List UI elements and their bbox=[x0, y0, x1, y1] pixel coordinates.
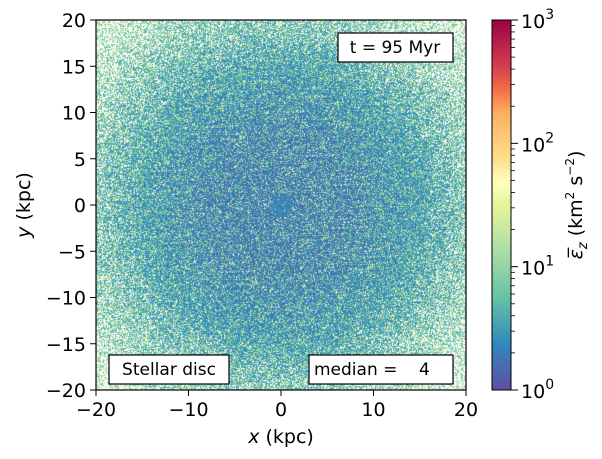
median-annotation-text: median = 4 bbox=[314, 360, 430, 380]
y-tick-label: 10 bbox=[62, 103, 86, 125]
y-tick-label: −15 bbox=[46, 334, 86, 356]
x-tick-label: 20 bbox=[454, 399, 478, 421]
x-axis-label: x (kpc) bbox=[247, 426, 314, 448]
x-tick-label: −10 bbox=[168, 399, 208, 421]
y-tick-label: −5 bbox=[58, 241, 86, 263]
time-annotation-text: t = 95 Myr bbox=[350, 38, 440, 58]
x-tick-label: 10 bbox=[361, 399, 385, 421]
heatmap-image bbox=[96, 20, 466, 390]
colorbar-tick-label: 103 bbox=[521, 7, 554, 33]
colorbar-tick-label: 100 bbox=[521, 377, 554, 403]
y-tick-label: 0 bbox=[74, 195, 86, 217]
x-tick-label: 0 bbox=[275, 399, 287, 421]
y-axis-label: y (kpc) bbox=[13, 172, 35, 239]
y-axis-ticks: 20 15 10 5 0 −5 −10 −15 −20 bbox=[46, 10, 96, 402]
x-axis-ticks: −20 −10 0 10 20 bbox=[76, 390, 478, 421]
colorbar-tick-label: 101 bbox=[521, 254, 554, 280]
y-tick-label: 5 bbox=[74, 149, 86, 171]
colorbar-label: ε̅z (km2 s−2) bbox=[563, 151, 591, 260]
heatmap-area bbox=[96, 20, 466, 390]
y-tick-label: 20 bbox=[62, 10, 86, 32]
component-annotation: Stellar disc bbox=[108, 354, 230, 385]
time-annotation: t = 95 Myr bbox=[337, 32, 454, 63]
median-annotation: median = 4 bbox=[308, 354, 454, 385]
colorbar bbox=[492, 20, 511, 390]
component-annotation-text: Stellar disc bbox=[122, 360, 216, 380]
colorbar-frame bbox=[491, 19, 512, 391]
colorbar-tick-label: 102 bbox=[521, 130, 554, 156]
x-tick-label: −20 bbox=[76, 399, 116, 421]
y-tick-label: −20 bbox=[46, 380, 86, 402]
y-tick-label: −10 bbox=[46, 288, 86, 310]
colorbar-ticks: 100 101 102 103 bbox=[511, 7, 554, 403]
y-tick-label: 15 bbox=[62, 56, 86, 78]
